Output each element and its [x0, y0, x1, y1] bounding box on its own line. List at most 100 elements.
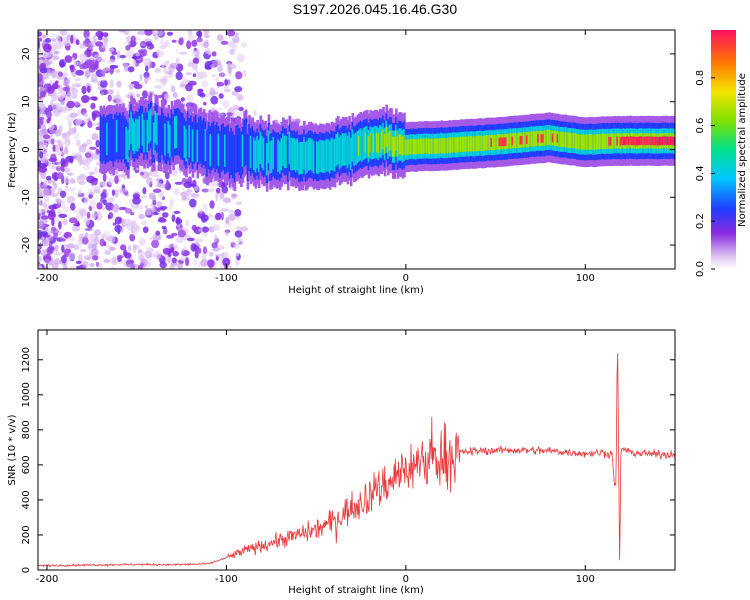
spectral-speckle [116, 255, 124, 259]
spectral-speckle [169, 203, 173, 211]
ridge-cell [408, 139, 411, 155]
spectral-speckle [210, 95, 219, 105]
ridge-cell [235, 125, 238, 173]
spectral-speckle [63, 244, 69, 249]
ridge-cell [437, 138, 440, 154]
spectral-speckle [181, 195, 187, 201]
spectral-speckle [59, 60, 65, 68]
spectral-speckle [132, 224, 141, 233]
spectral-speckle [64, 55, 73, 63]
ridge-cell [196, 129, 200, 163]
spectral-speckle [89, 262, 95, 268]
spectral-speckle [132, 196, 142, 205]
spectral-speckle [69, 112, 78, 118]
spectral-speckle [201, 252, 207, 260]
spectral-speckle [192, 62, 198, 71]
spectral-speckle [170, 247, 175, 253]
spectral-speckle [139, 73, 143, 82]
ridge-cell [438, 138, 442, 154]
spectral-speckle [129, 233, 136, 242]
spectral-speckle [187, 237, 195, 242]
ridge-cell [412, 139, 416, 155]
spectral-speckle [55, 102, 64, 110]
ridge-cell [471, 136, 474, 152]
spectral-speckle [137, 249, 142, 254]
ridge-cell [343, 133, 347, 166]
spectral-speckle [123, 63, 129, 72]
spectral-speckle [172, 92, 178, 99]
spectral-speckle [47, 229, 54, 236]
spectral-speckle [140, 194, 148, 199]
spectral-speckle [209, 251, 214, 257]
y-tick-label: -10 [21, 189, 32, 205]
ridge-cell [159, 115, 162, 163]
spectral-speckle [152, 212, 159, 216]
spectral-speckle [61, 149, 65, 157]
spectral-speckle [86, 211, 91, 219]
spectral-speckle [216, 34, 224, 41]
spectral-speckle [142, 187, 147, 195]
spectral-speckle [38, 191, 43, 198]
ridge-cell [243, 119, 246, 167]
spectral-speckle [152, 174, 160, 178]
ridge-cell [123, 116, 127, 164]
y-tick-label: 0 [21, 567, 32, 573]
ridge-cell [545, 129, 548, 146]
spectral-speckle [209, 91, 219, 95]
ridge-cell [461, 136, 464, 152]
spectral-speckle [38, 54, 44, 58]
ridge-cell [135, 118, 138, 151]
ridge-cell [443, 138, 447, 154]
spectral-speckle [55, 40, 64, 50]
ridge-cell [555, 131, 558, 147]
spectral-speckle [51, 71, 56, 80]
spectral-speckle [201, 226, 209, 233]
ridge-cell [525, 135, 529, 144]
spectral-speckle [91, 110, 101, 118]
ridge-cell [383, 134, 387, 154]
ridge-cell [540, 134, 544, 143]
spectral-speckle [133, 83, 143, 89]
spectral-speckle [183, 181, 193, 189]
spectral-speckle [212, 59, 222, 66]
spectral-speckle [94, 166, 99, 174]
ridge-cell [295, 139, 298, 172]
spectral-speckle [100, 91, 105, 97]
ridge-cell [395, 130, 398, 151]
spectral-speckle [85, 59, 95, 69]
spectral-speckle [56, 191, 61, 195]
spectral-speckle [62, 206, 71, 213]
spectral-speckle [41, 215, 49, 220]
colorbar-label: Normalized spectral amplitude [737, 73, 748, 227]
spectral-speckle [51, 33, 57, 38]
spectral-speckle [147, 76, 151, 81]
ridge-cell [275, 132, 279, 180]
spectral-speckle [38, 124, 41, 130]
spectral-speckle [56, 34, 62, 43]
spectral-speckle [51, 42, 57, 51]
ridge-cell [488, 135, 492, 151]
ridge-cell [257, 139, 261, 172]
ridge-cell [162, 113, 166, 161]
spectral-speckle [155, 30, 164, 37]
spectral-speckle [110, 257, 119, 266]
spectral-speckle [191, 39, 198, 47]
spectral-speckle [141, 220, 148, 226]
spectral-speckle [53, 244, 60, 250]
spectral-speckle [227, 36, 236, 39]
spectral-speckle [66, 172, 74, 176]
ridge-cell [169, 125, 172, 158]
ridge-cell [505, 137, 508, 146]
colorbar-gradient [711, 30, 736, 269]
spectral-speckle [191, 192, 201, 199]
ridge-cell [306, 140, 309, 173]
spectral-speckle [139, 171, 144, 176]
spectral-speckle [82, 165, 92, 170]
ridge-cell [379, 125, 382, 158]
ridge-cell [290, 137, 293, 170]
ridge-cell [191, 129, 195, 162]
spectral-speckle [82, 112, 89, 118]
spectral-speckle [233, 38, 240, 43]
spectral-speckle [90, 152, 100, 160]
spectral-speckle [187, 94, 194, 103]
